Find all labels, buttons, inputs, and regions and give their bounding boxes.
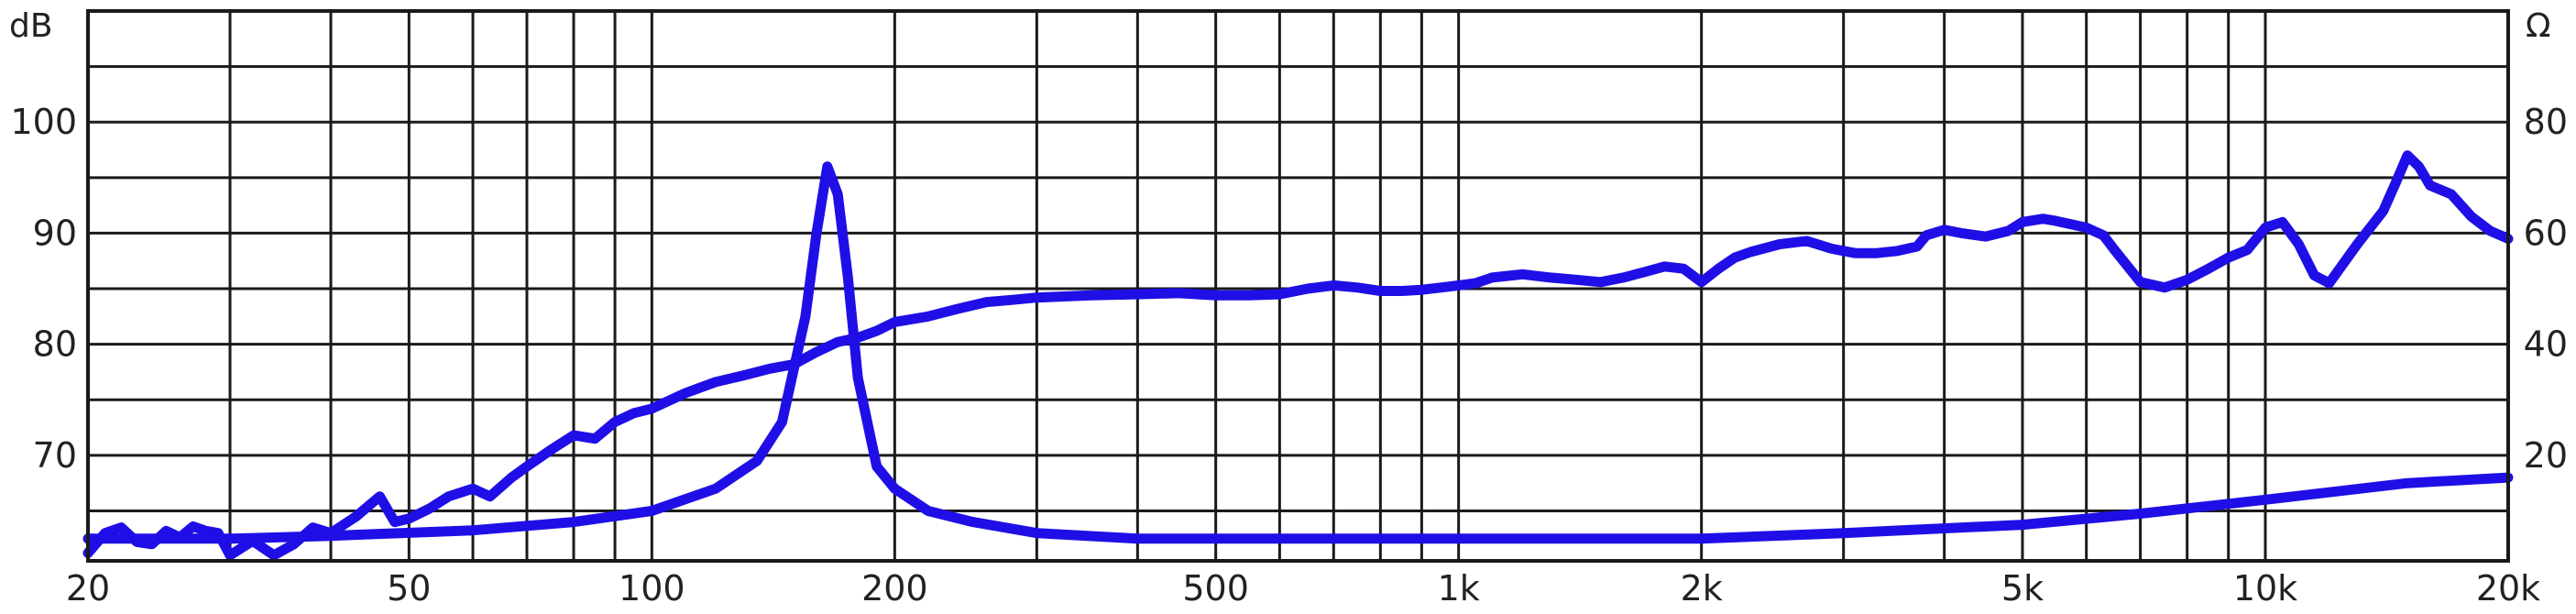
x-tick-label: 1k	[1438, 568, 1480, 609]
axis-labels: dB Ω 20 50 100 200 500 1k 2k 5k 10k 20k 70 80 90 100 2…	[9, 7, 2568, 609]
x-tick-label: 20k	[2476, 568, 2540, 609]
plot-frame	[86, 9, 2510, 563]
right-tick-label: 60	[2524, 213, 2568, 253]
left-tick-label: 80	[33, 324, 77, 365]
x-tick-label: 20	[66, 568, 110, 609]
left-tick-label: 100	[10, 102, 77, 142]
impedance-curve	[82, 161, 2514, 544]
x-tick-label: 50	[387, 568, 431, 609]
x-tick-label: 100	[619, 568, 685, 609]
x-tick-label: 5k	[2001, 568, 2044, 609]
x-tick-label: 2k	[1681, 568, 1723, 609]
left-axis-unit-label: dB	[9, 7, 53, 45]
spl-response-curve	[82, 150, 2514, 561]
left-tick-label: 90	[33, 213, 77, 253]
x-tick-label: 10k	[2233, 568, 2297, 609]
left-tick-label: 70	[33, 435, 77, 476]
x-tick-label: 200	[861, 568, 928, 609]
series-lines	[82, 150, 2514, 561]
right-tick-label: 80	[2524, 102, 2568, 142]
right-tick-label: 20	[2524, 435, 2568, 476]
right-tick-label: 40	[2524, 324, 2568, 365]
right-axis-unit-label: Ω	[2526, 7, 2551, 45]
x-tick-label: 500	[1182, 568, 1249, 609]
plot-border	[86, 9, 2510, 563]
